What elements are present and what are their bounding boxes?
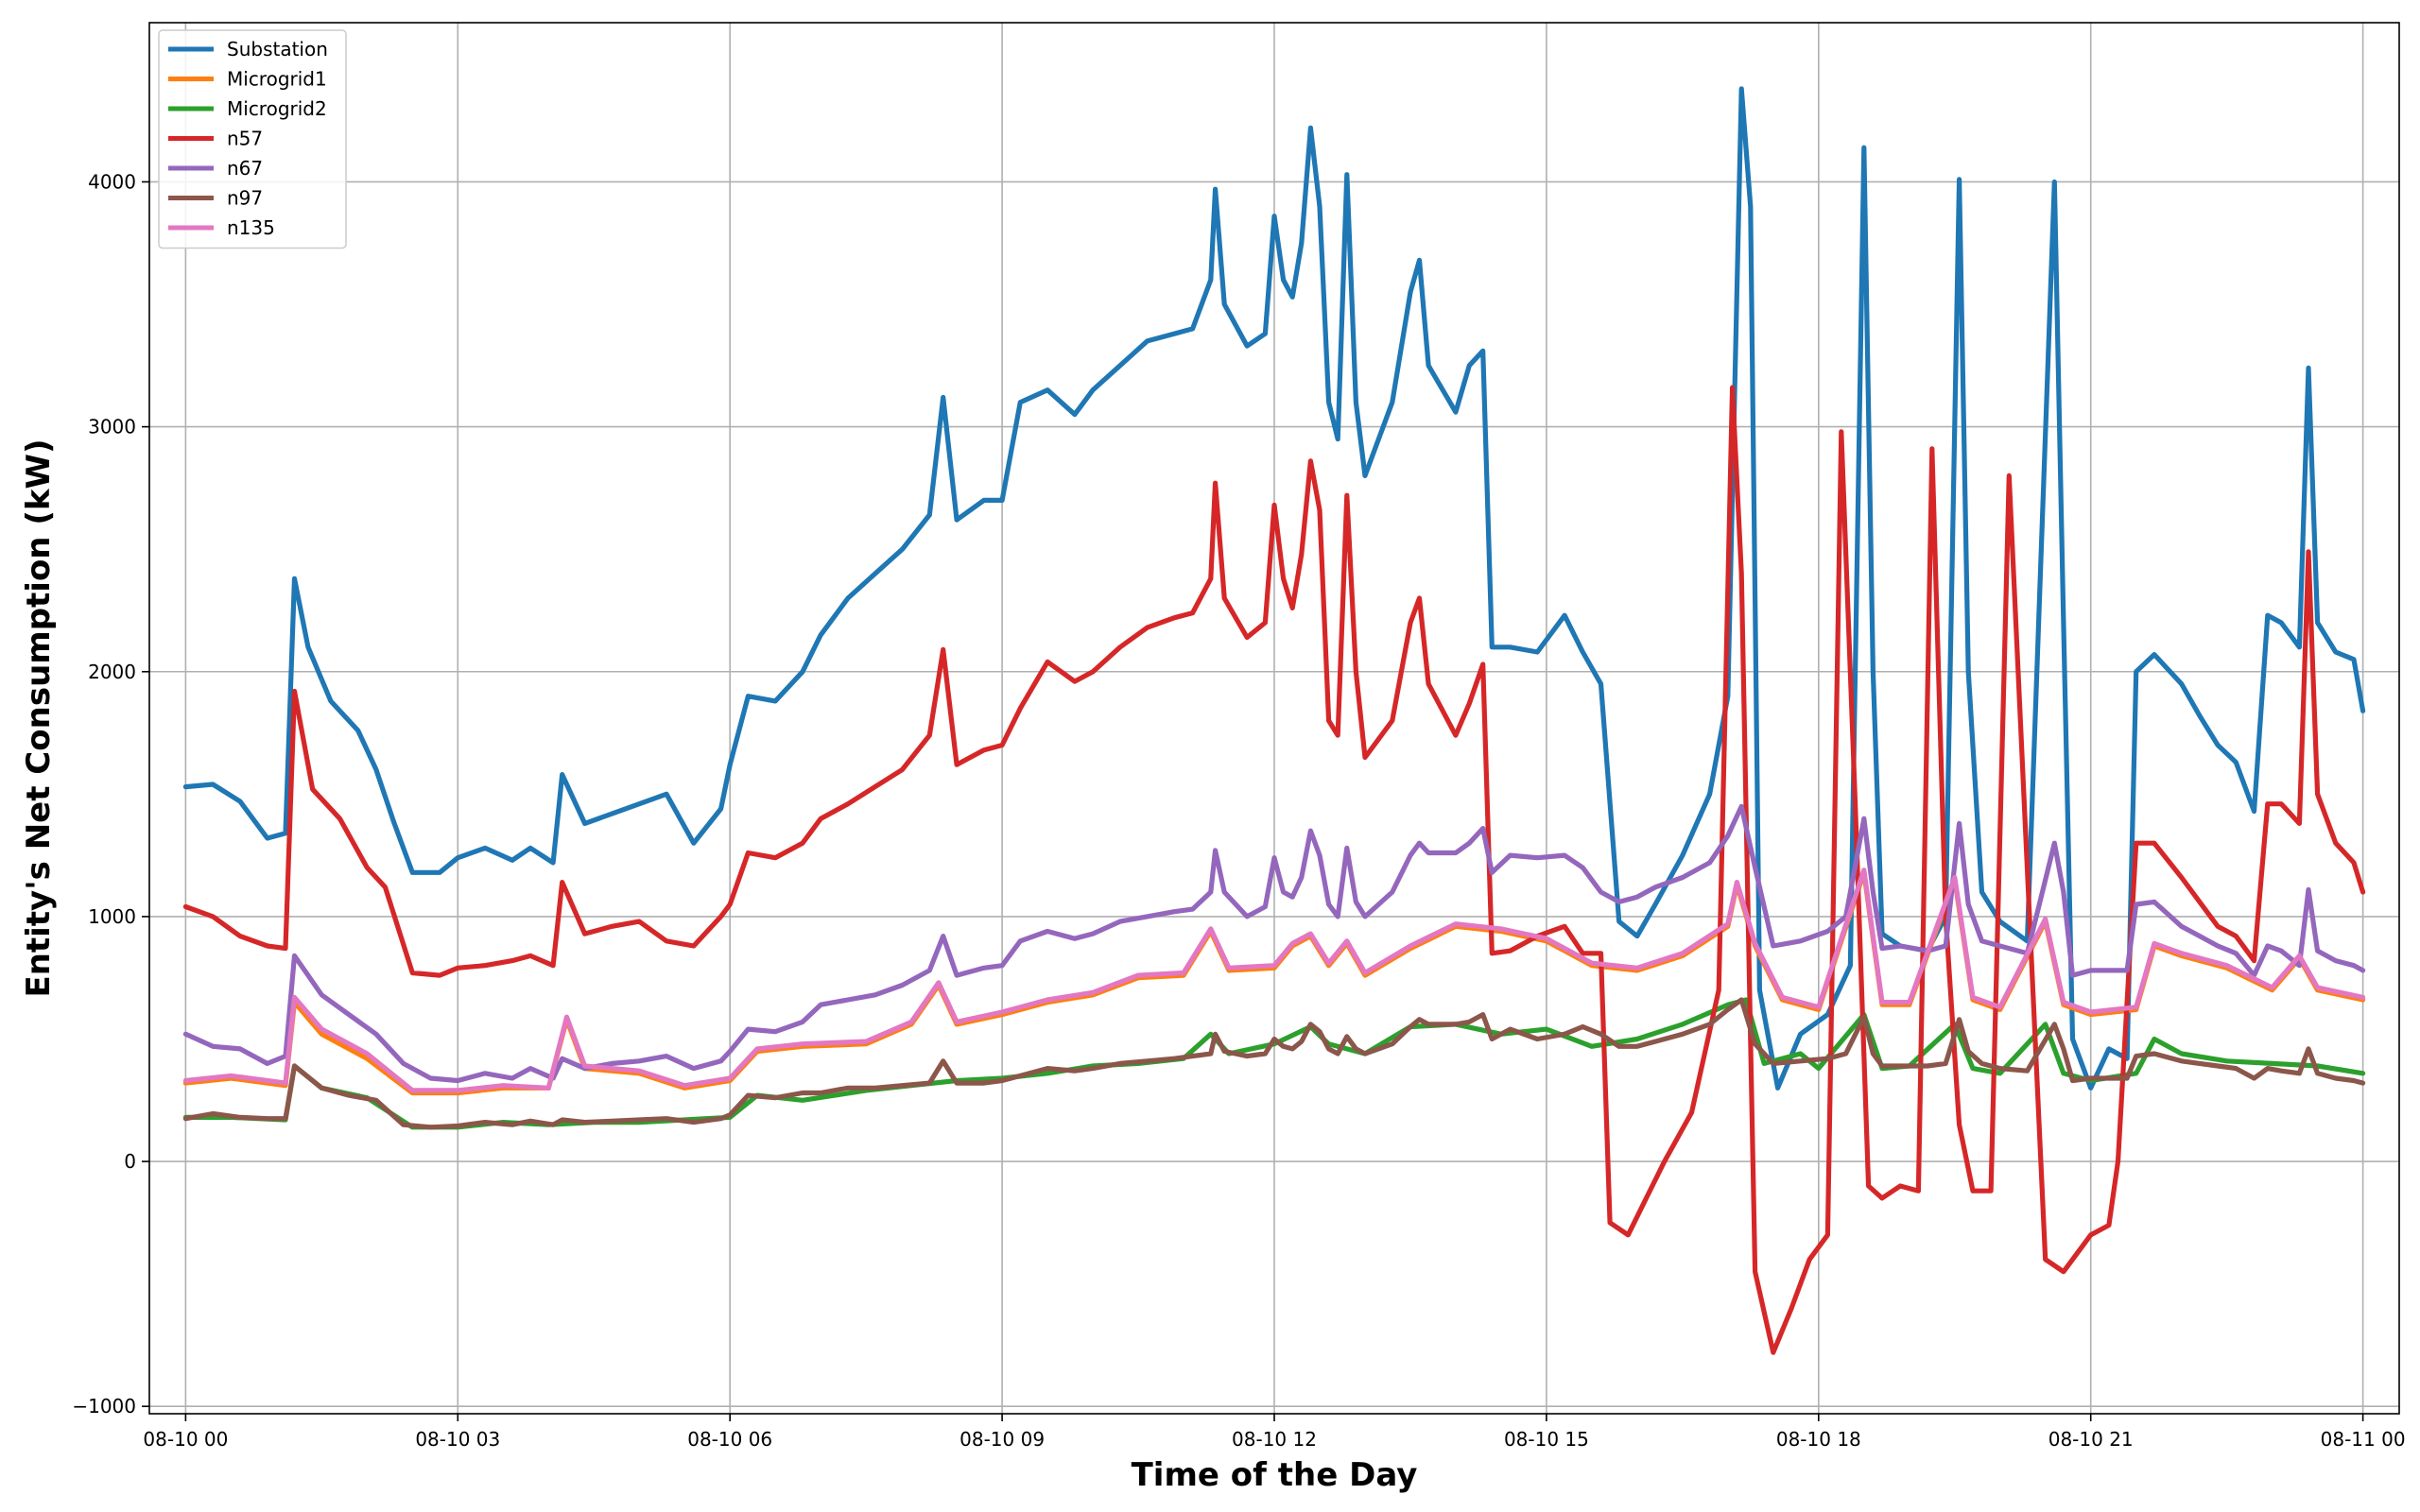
- y-tick-label: 1000: [88, 905, 136, 928]
- legend-label-n135: n135: [227, 216, 275, 239]
- x-axis-title: Time of the Day: [1132, 1456, 1418, 1494]
- series-line-n67: [182, 803, 2366, 1084]
- y-tick-label: 2000: [88, 661, 136, 683]
- y-axis-title: Entity's Net Consumption (kW): [20, 438, 58, 997]
- series-line-substation: [182, 86, 2366, 1091]
- y-tick-label: 0: [124, 1150, 136, 1173]
- y-tick-label: 4000: [88, 170, 136, 193]
- series-line-n97: [182, 997, 2366, 1130]
- legend-label-microgrid2: Microgrid2: [227, 97, 327, 120]
- legend: Substation Microgrid1 Microgrid2 n57 n67 n97 n…: [158, 29, 347, 249]
- legend-label-n97: n97: [227, 187, 263, 210]
- legend-label-substation: Substation: [227, 38, 328, 60]
- x-tick-label: 08-11 00: [2321, 1428, 2406, 1451]
- legend-label-n67: n67: [227, 157, 263, 180]
- series-line-microgrid2: [182, 997, 2366, 1130]
- legend-label-microgrid1: Microgrid1: [227, 68, 327, 91]
- grid: [149, 23, 2399, 1414]
- x-tick-label: 08-10 06: [687, 1428, 772, 1451]
- x-tick-label: 08-10 12: [1232, 1428, 1317, 1451]
- x-tick-label: 08-10 00: [143, 1428, 228, 1451]
- y-tick-label: 3000: [88, 416, 136, 438]
- series-lines: [182, 86, 2366, 1355]
- x-tick-label: 08-10 15: [1504, 1428, 1589, 1451]
- x-tick-label: 08-10 18: [1776, 1428, 1861, 1451]
- x-tick-label: 08-10 21: [2048, 1428, 2134, 1451]
- y-tick-label: −1000: [72, 1395, 136, 1418]
- series-line-n135: [182, 868, 2366, 1093]
- x-tick-label: 08-10 09: [959, 1428, 1045, 1451]
- legend-box: [158, 29, 347, 249]
- x-tick-label: 08-10 03: [415, 1428, 500, 1451]
- axis-ticks: 08-10 00 08-10 03 08-10 06 08-10 09 08-10 12…: [72, 170, 2405, 1451]
- legend-label-n57: n57: [227, 128, 263, 150]
